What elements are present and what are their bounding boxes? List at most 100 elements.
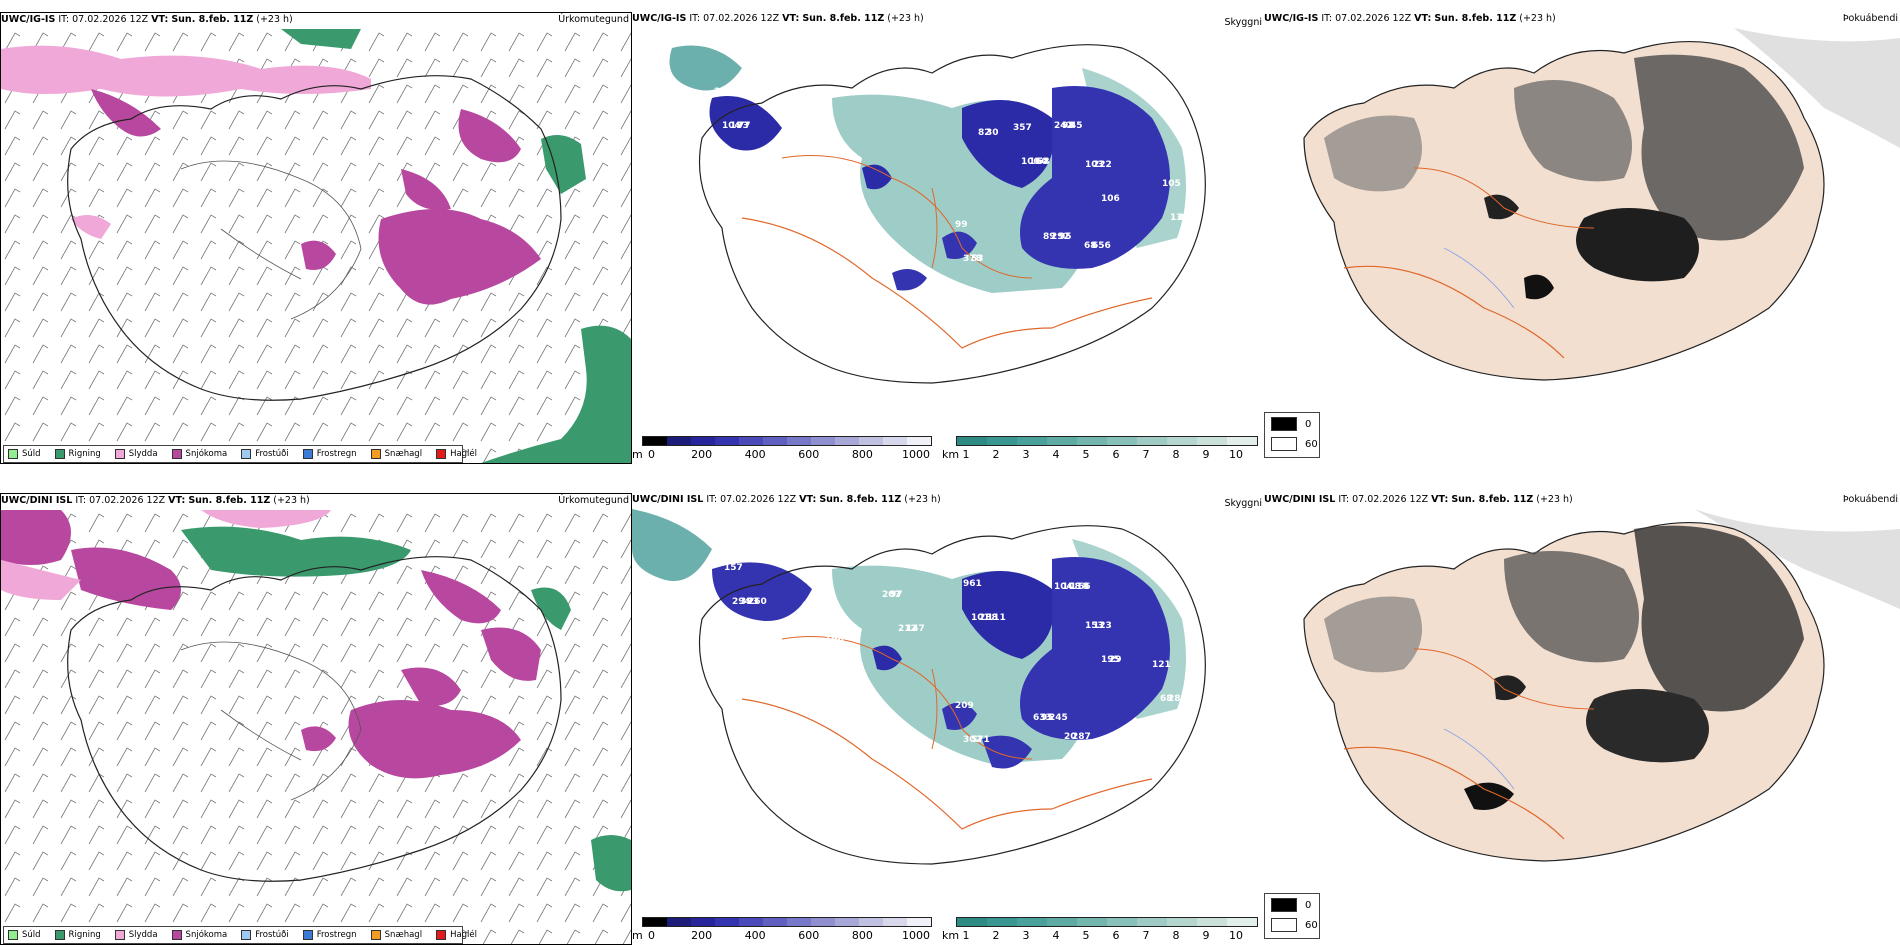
legend-swatch: [114, 930, 125, 940]
snow-depth-swatch: [715, 437, 739, 445]
snow-depth-label: 68: [1084, 241, 1097, 251]
panel-header: UWC/IG-IS IT: 07.02.2026 12Z VT: Sun. 8.…: [1, 13, 293, 27]
snow-depth-tick: 400: [744, 448, 766, 461]
snow-depth-label: 160: [1029, 157, 1048, 167]
it-value: 07.02.2026 12Z: [89, 495, 166, 506]
visibility-title: Skyggni: [1224, 498, 1262, 509]
snow-depth-label: 82: [978, 128, 991, 138]
snow-depth-label: 961: [963, 579, 982, 589]
snow-depth-swatch: [811, 918, 835, 926]
snow-depth-label: 157: [724, 563, 743, 573]
visibility-tick: 5: [1082, 929, 1090, 942]
precip-title: Úrkomutegund: [558, 14, 629, 25]
snow-depth-tick: 1000: [902, 929, 930, 942]
legend-swatch: [114, 449, 125, 459]
it-value: 07.02.2026 12Z: [1352, 494, 1429, 505]
legend-item: Súld: [8, 449, 41, 459]
snow-depth-label: 130: [1170, 213, 1189, 223]
snow-depth-label: 106: [1101, 194, 1120, 204]
snow-depth-swatch: [859, 918, 883, 926]
it-label: IT:: [706, 494, 718, 505]
visibility-unit: km: [942, 929, 960, 942]
panel-header: UWC/DINI ISL IT: 07.02.2026 12Z VT: Sun.…: [1, 494, 310, 508]
snow-depth-label: 147: [906, 624, 925, 634]
it-value: 07.02.2026 12Z: [1335, 13, 1412, 24]
legend-label: Frostúði: [255, 449, 289, 459]
legend-item: Frostregn: [302, 449, 357, 459]
snow-depth-swatch: [811, 437, 835, 445]
legend-item: Súld: [8, 930, 41, 940]
legend-swatch: [436, 449, 447, 459]
precip-map: [1, 29, 631, 463]
legend-item: Frostúði: [241, 449, 289, 459]
snow-depth-tick: 200: [691, 929, 713, 942]
snow-vis-map: [669, 44, 1206, 384]
snow-depth-swatch: [763, 437, 787, 445]
visibility-swatch: [1107, 918, 1137, 926]
legend-item: Haglél: [436, 449, 477, 459]
legend-item: Rigning: [54, 930, 101, 940]
legend-swatch: [436, 930, 447, 940]
legend-swatch: [241, 449, 252, 459]
vt-value: Sun. 8.feb. 11Z: [171, 14, 254, 25]
legend-swatch: [302, 930, 313, 940]
legend-label: Slydda: [128, 449, 158, 459]
fog-legend-item: 60: [1271, 437, 1318, 451]
snow-depth-label: 121: [1152, 660, 1171, 670]
visibility-swatch: [987, 437, 1017, 445]
visibility-tick: 4: [1052, 929, 1060, 942]
visibility-tick: 5: [1082, 448, 1090, 461]
snow-depth-swatch: [763, 918, 787, 926]
snow-depth-tick: 0: [648, 929, 655, 942]
visibility-tick: 3: [1022, 929, 1030, 942]
visibility-swatch: [1167, 437, 1197, 445]
snow-depth-label: 100: [1021, 157, 1040, 167]
snow-depth-swatch: [715, 918, 739, 926]
visibility-swatch: [1197, 437, 1227, 445]
snow-depth-label: 116: [962, 94, 981, 104]
snow-depth-swatch: [835, 437, 859, 445]
legend-item: Slydda: [114, 449, 158, 459]
visibility-swatch: [957, 918, 987, 926]
visibility-swatch: [1227, 918, 1257, 926]
legend-swatch: [241, 930, 252, 940]
fog-legend: 0 60: [1264, 412, 1320, 458]
snow-depth-swatch: [883, 437, 907, 445]
fog-legend-item: 0: [1271, 898, 1311, 912]
it-value: 07.02.2026 12Z: [720, 494, 797, 505]
snow-depth-label: 656: [1092, 241, 1111, 251]
snow-depth-tick: 0: [648, 448, 655, 461]
legend-item: Frostúði: [241, 930, 289, 940]
legend-label: Rigning: [68, 930, 101, 940]
snow-depth-label: 95: [1059, 232, 1072, 242]
lead-time: (+23 h): [1536, 494, 1573, 505]
legend-label: Haglél: [450, 449, 478, 459]
snow-depth-label: 45: [1070, 121, 1083, 131]
snow-depth-tick: 800: [851, 929, 873, 942]
snow-depth-swatch: [787, 437, 811, 445]
precip-legend: Súld Rigning Slydda Snjókoma Frostúði Fr…: [3, 926, 477, 944]
snow-depth-label: 196: [825, 635, 844, 645]
snow-depth-label: 215: [807, 125, 826, 135]
precip-legend: Súld Rigning Slydda Snjókoma Frostúði Fr…: [3, 445, 477, 463]
snow-depth-label: 20: [1064, 732, 1077, 742]
vt-value: Sun. 8.feb. 11Z: [1451, 494, 1534, 505]
snow-depth-tick: 600: [798, 448, 820, 461]
snow-vis-panel-bottom: UWC/DINI ISL IT: 07.02.2026 12Z VT: Sun.…: [632, 493, 1264, 945]
snow-depth-label: 30: [986, 128, 999, 138]
legend-swatch: [171, 449, 182, 459]
legend-item: Rigning: [54, 449, 101, 459]
panel-header: UWC/IG-IS IT: 07.02.2026 12Z VT: Sun. 8.…: [632, 12, 924, 26]
fog-legend-swatch: [1271, 417, 1297, 431]
snow-depth-label: 77: [738, 121, 751, 131]
legend-item: Frostregn: [302, 930, 357, 940]
model-name: UWC/DINI ISL: [632, 494, 704, 505]
legend-label: Súld: [22, 930, 41, 940]
snow-depth-label: 302: [963, 735, 982, 745]
visibility-tick: 8: [1172, 448, 1180, 461]
panel-header: UWC/DINI ISL IT: 07.02.2026 12Z VT: Sun.…: [632, 493, 941, 507]
snow-depth-label: 29: [1109, 655, 1122, 665]
snow-depth-colorbar: m 0 200 400 600 800 1000: [632, 436, 932, 464]
snow-depth-ticks: 0 200 400 600 800 1000: [632, 448, 932, 462]
fog-legend: 0 60: [1264, 893, 1320, 939]
